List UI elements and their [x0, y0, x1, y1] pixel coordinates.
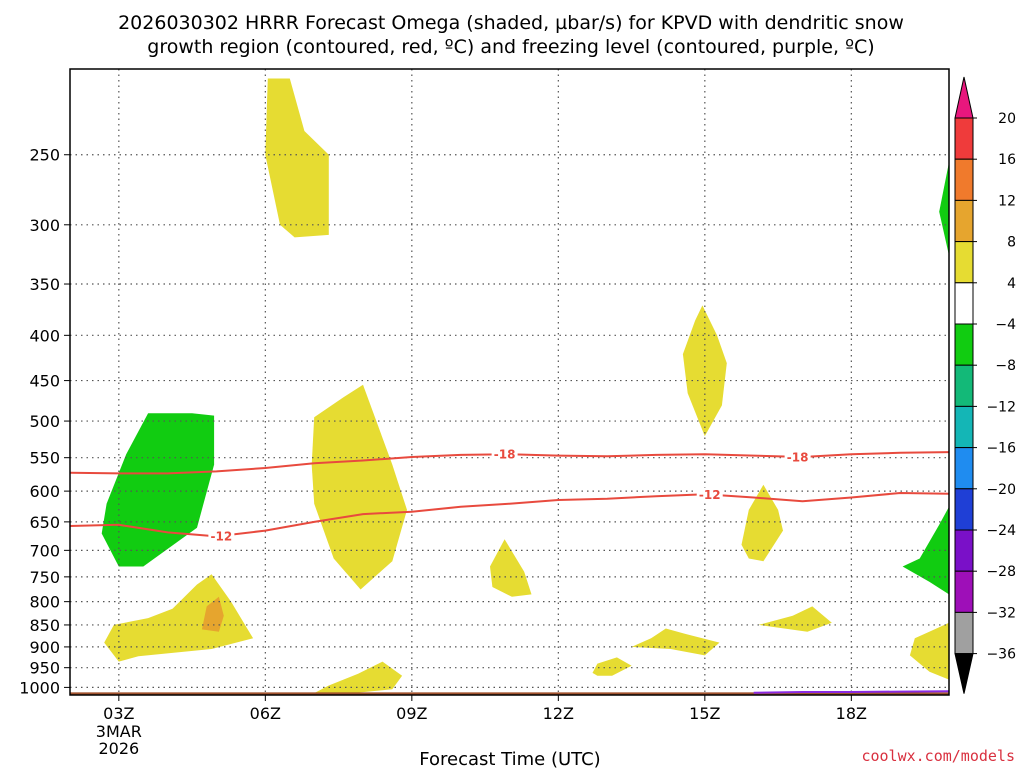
- positive-omega-region-upper-15z: [682, 305, 727, 437]
- terrain-fill: [70, 692, 949, 695]
- colorbar-tick-label: 20: [998, 111, 1016, 127]
- colorbar: 20 16 12 8 4 −4 −8 −12 −16 −20 −24 −28 −32 −36: [954, 76, 1016, 694]
- colorbar-tick-label: −16: [986, 441, 1016, 457]
- x-tick-label: 18Z: [836, 704, 867, 723]
- freezing-level-contour: [753, 690, 950, 694]
- colorbar-swatch: [954, 447, 974, 490]
- plot-frame: [69, 68, 950, 696]
- colorbar-swatch: [954, 405, 974, 449]
- y-tick-label: 450: [29, 372, 60, 391]
- negative-omega-region-03z-04z: [101, 413, 215, 567]
- colorbar-swatch: [954, 323, 974, 366]
- contour-label: -18: [787, 450, 809, 464]
- contour-label: -12: [211, 529, 233, 543]
- omega-shading-layer: [70, 78, 949, 695]
- colorbar-tick-label: −4: [995, 317, 1016, 333]
- y-tick-label: 900: [29, 638, 60, 657]
- y-tick-label: 850: [29, 616, 60, 635]
- contour-label: -12: [699, 488, 721, 502]
- positive-omega-region-16z: [741, 484, 783, 562]
- colorbar-top-arrow: [954, 76, 974, 119]
- colorbar-swatch: [954, 488, 974, 531]
- colorbar-tick-label: −12: [986, 399, 1016, 415]
- positive-omega-region-17z: [758, 606, 832, 632]
- contour-label-background: [696, 487, 723, 502]
- y-tick-label: 550: [29, 449, 60, 468]
- colorbar-bottom-arrow: [954, 653, 974, 694]
- positive-omega-region-near-surface-08z: [314, 661, 403, 694]
- y-tick-label: 650: [29, 513, 60, 532]
- colorbar-tick-label: 4: [1007, 276, 1016, 292]
- contour-label: -18: [494, 448, 516, 462]
- y-tick-label: 800: [29, 593, 60, 612]
- colorbar-tick-label: −28: [986, 564, 1016, 580]
- chart-title-line-2: growth region (contoured, red, ºC) and f…: [147, 36, 874, 58]
- x-tick-label: 12Z: [543, 704, 574, 723]
- contour-label-background: [208, 528, 235, 543]
- colorbar-tick-label: −24: [986, 523, 1016, 539]
- positive-omega-region-upper-06z: [265, 78, 329, 238]
- positive-omega-region-14z-15z: [631, 628, 720, 656]
- contour-label-background: [491, 447, 518, 462]
- colorbar-swatch: [954, 282, 974, 325]
- negative-omega-region-upper-20z: [939, 162, 949, 256]
- plot-area: -18 -18 -12 -12: [69, 68, 950, 696]
- chart-title-line-1: 2026030302 HRRR Forecast Omega (shaded, …: [118, 12, 904, 34]
- y-tick-label: 1000: [19, 678, 60, 697]
- colorbar-swatch: [954, 570, 974, 613]
- y-tick-label: 300: [29, 216, 60, 235]
- colorbar-swatch: [954, 529, 974, 572]
- colorbar-tick-label: −8: [995, 358, 1016, 374]
- x-tick-year-label: 2026: [98, 739, 139, 758]
- x-tick-label: 06Z: [250, 704, 281, 723]
- colorbar-swatch: [954, 241, 974, 284]
- y-tick-label: 950: [29, 659, 60, 678]
- colorbar-swatch: [954, 117, 974, 160]
- y-tick-label: 700: [29, 541, 60, 560]
- colorbar-tick-label: 12: [998, 193, 1016, 209]
- x-tick-label: 09Z: [396, 704, 427, 723]
- negative-omega-region-mid-20z: [902, 506, 949, 595]
- y-tick-label: 600: [29, 482, 60, 501]
- y-tick-label: 250: [29, 146, 60, 165]
- positive-omega-region-max-05z: [201, 596, 224, 632]
- positive-omega-region-low-20z: [909, 622, 949, 680]
- positive-omega-region-11z: [490, 539, 532, 597]
- contour-layer: -18 -18 -12 -12: [69, 447, 950, 694]
- x-tick-label: 03Z: [103, 704, 134, 723]
- colorbar-tick-label: −20: [986, 482, 1016, 498]
- y-tick-label: 400: [29, 326, 60, 345]
- grid-layer: [70, 69, 949, 695]
- colorbar-tick-label: 8: [1007, 235, 1016, 251]
- credit-text: coolwx.com/models: [861, 747, 1015, 765]
- colorbar-tick-label: −32: [986, 605, 1016, 621]
- y-tick-label: 350: [29, 275, 60, 294]
- x-axis-label: Forecast Time (UTC): [419, 749, 600, 768]
- colorbar-swatch: [954, 364, 974, 407]
- x-tick-date-label: 3MAR: [96, 722, 142, 741]
- contour-label-background: [784, 449, 811, 464]
- positive-omega-region-low-03z-05z: [104, 574, 254, 662]
- y-tick-label: 750: [29, 568, 60, 587]
- positive-omega-region-mid-08z: [311, 384, 407, 590]
- colorbar-tick-label: 16: [998, 152, 1016, 168]
- colorbar-swatch: [954, 199, 974, 243]
- y-tick-label: 500: [29, 412, 60, 431]
- colorbar-swatch: [954, 158, 974, 201]
- colorbar-swatch: [954, 611, 974, 655]
- colorbar-tick-label: −36: [986, 647, 1016, 663]
- positive-omega-region-13z: [592, 657, 632, 676]
- x-tick-label: 15Z: [689, 704, 720, 723]
- y-axis: 250 300 350 400 450 500 550 600 650 700 750 800 850 9…: [19, 146, 70, 697]
